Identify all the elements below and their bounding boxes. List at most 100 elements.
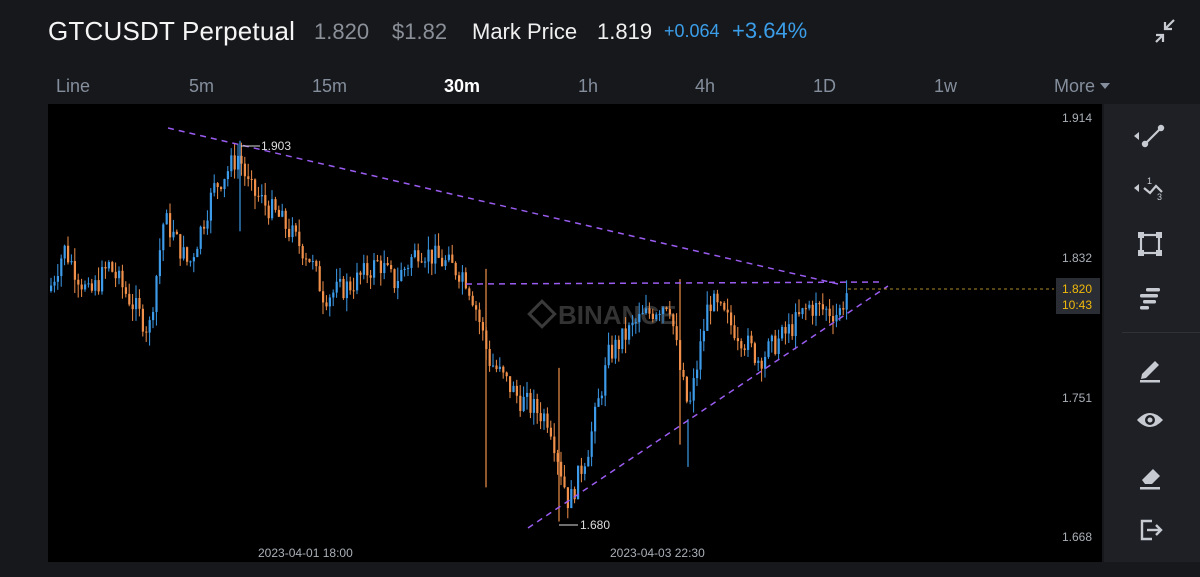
candle-body — [451, 254, 454, 263]
trendline-icon[interactable] — [1130, 116, 1170, 156]
candle-body — [407, 267, 410, 269]
candle-body — [651, 313, 654, 320]
candle-body — [240, 155, 243, 164]
candle-body — [736, 338, 739, 342]
candle-body — [203, 226, 206, 229]
candle-body — [787, 324, 790, 334]
candle-body — [328, 297, 331, 307]
candle-body — [56, 276, 59, 282]
candle-body — [498, 366, 501, 370]
candle-body — [777, 338, 780, 354]
candle-body — [111, 262, 114, 272]
tab-5m[interactable]: 5m — [189, 76, 215, 96]
candles — [50, 140, 848, 522]
candle-body — [685, 376, 688, 402]
candle-body — [148, 320, 151, 333]
price-chart[interactable]: BINANCE 1.903 1.680 1.914 1.832 1.751 1.… — [48, 104, 1102, 562]
candle-body — [529, 392, 532, 413]
candle-body — [461, 272, 464, 282]
candle-body — [400, 269, 403, 281]
candle-body — [828, 308, 831, 317]
candle-body — [573, 489, 576, 500]
candle-body — [706, 304, 709, 331]
candle-body — [342, 278, 345, 299]
candle-body — [566, 487, 569, 509]
candle-body — [230, 155, 233, 172]
draw-icon[interactable] — [1130, 348, 1170, 388]
candle-body — [845, 293, 848, 310]
candle-body — [311, 261, 314, 263]
tab-more[interactable]: More — [1054, 76, 1111, 97]
header-bar: GTCUSDT Perpetual 1.820 $1.82 Mark Price… — [0, 0, 1200, 62]
candle-body — [114, 271, 117, 279]
svg-text:1: 1 — [1147, 176, 1152, 186]
resistance-line[interactable] — [465, 281, 885, 285]
candle-body — [104, 266, 107, 269]
candle-body — [634, 322, 637, 324]
candle-body — [747, 335, 750, 350]
candle-body — [549, 427, 552, 437]
candlestick-canvas[interactable]: BINANCE 1.903 1.680 1.914 1.832 1.751 1.… — [48, 104, 1102, 562]
candle-body — [220, 187, 223, 189]
candle-body — [250, 178, 253, 180]
candle-body — [121, 270, 124, 288]
tab-30m[interactable]: 30m — [444, 76, 481, 96]
candle-body — [808, 304, 811, 309]
collapse-icon[interactable] — [1152, 16, 1182, 46]
candle-body — [631, 322, 634, 326]
exit-icon[interactable] — [1130, 510, 1170, 550]
candle-body — [441, 257, 444, 266]
candle-body — [628, 325, 631, 340]
high-label: 1.903 — [261, 139, 291, 153]
descending-trendline[interactable] — [167, 127, 839, 285]
candle-body — [505, 372, 508, 377]
candle-body — [213, 183, 216, 193]
candle-body — [512, 385, 515, 392]
tab-4h[interactable]: 4h — [695, 76, 716, 96]
candle-body — [838, 308, 841, 315]
candle-body — [638, 313, 641, 323]
candle-body — [526, 392, 529, 397]
candle-body — [233, 155, 236, 170]
candle-body — [186, 247, 189, 262]
candle-body — [50, 285, 53, 292]
candle-body — [373, 260, 376, 278]
candle-body — [563, 476, 566, 488]
tab-1w[interactable]: 1w — [934, 76, 958, 96]
symbol-title[interactable]: GTCUSDT Perpetual — [48, 16, 296, 46]
candle-body — [536, 398, 539, 414]
candle-body — [158, 250, 161, 277]
candle-body — [390, 265, 393, 270]
candle-body — [53, 281, 56, 286]
rectangle-icon[interactable] — [1130, 224, 1170, 264]
candle-body — [179, 234, 182, 259]
candle-body — [315, 261, 318, 267]
candle-body — [611, 344, 614, 359]
visibility-icon[interactable] — [1130, 400, 1170, 440]
candle-body — [305, 258, 308, 260]
candle-body — [288, 228, 291, 238]
candle-body — [192, 257, 195, 262]
current-price-tag: 1.820 — [1062, 282, 1092, 296]
tab-1d[interactable]: 1D — [813, 76, 837, 96]
candle-body — [277, 209, 280, 217]
candle-body — [794, 312, 797, 337]
candle-body — [379, 260, 382, 274]
candle-body — [478, 309, 481, 323]
candle-body — [600, 395, 603, 399]
candle-body — [665, 307, 668, 310]
tab-15m[interactable]: 15m — [312, 76, 348, 96]
candle-body — [464, 272, 467, 289]
candle-body — [502, 366, 505, 373]
candle-body — [447, 254, 450, 261]
candle-body — [607, 344, 610, 366]
tab-line[interactable]: Line — [56, 76, 91, 96]
candle-body — [481, 322, 484, 331]
tab-1h[interactable]: 1h — [578, 76, 599, 96]
candle-body — [128, 293, 131, 305]
eraser-icon[interactable] — [1130, 456, 1170, 496]
indicator-icon[interactable] — [1130, 278, 1170, 318]
candle-body — [169, 213, 172, 238]
